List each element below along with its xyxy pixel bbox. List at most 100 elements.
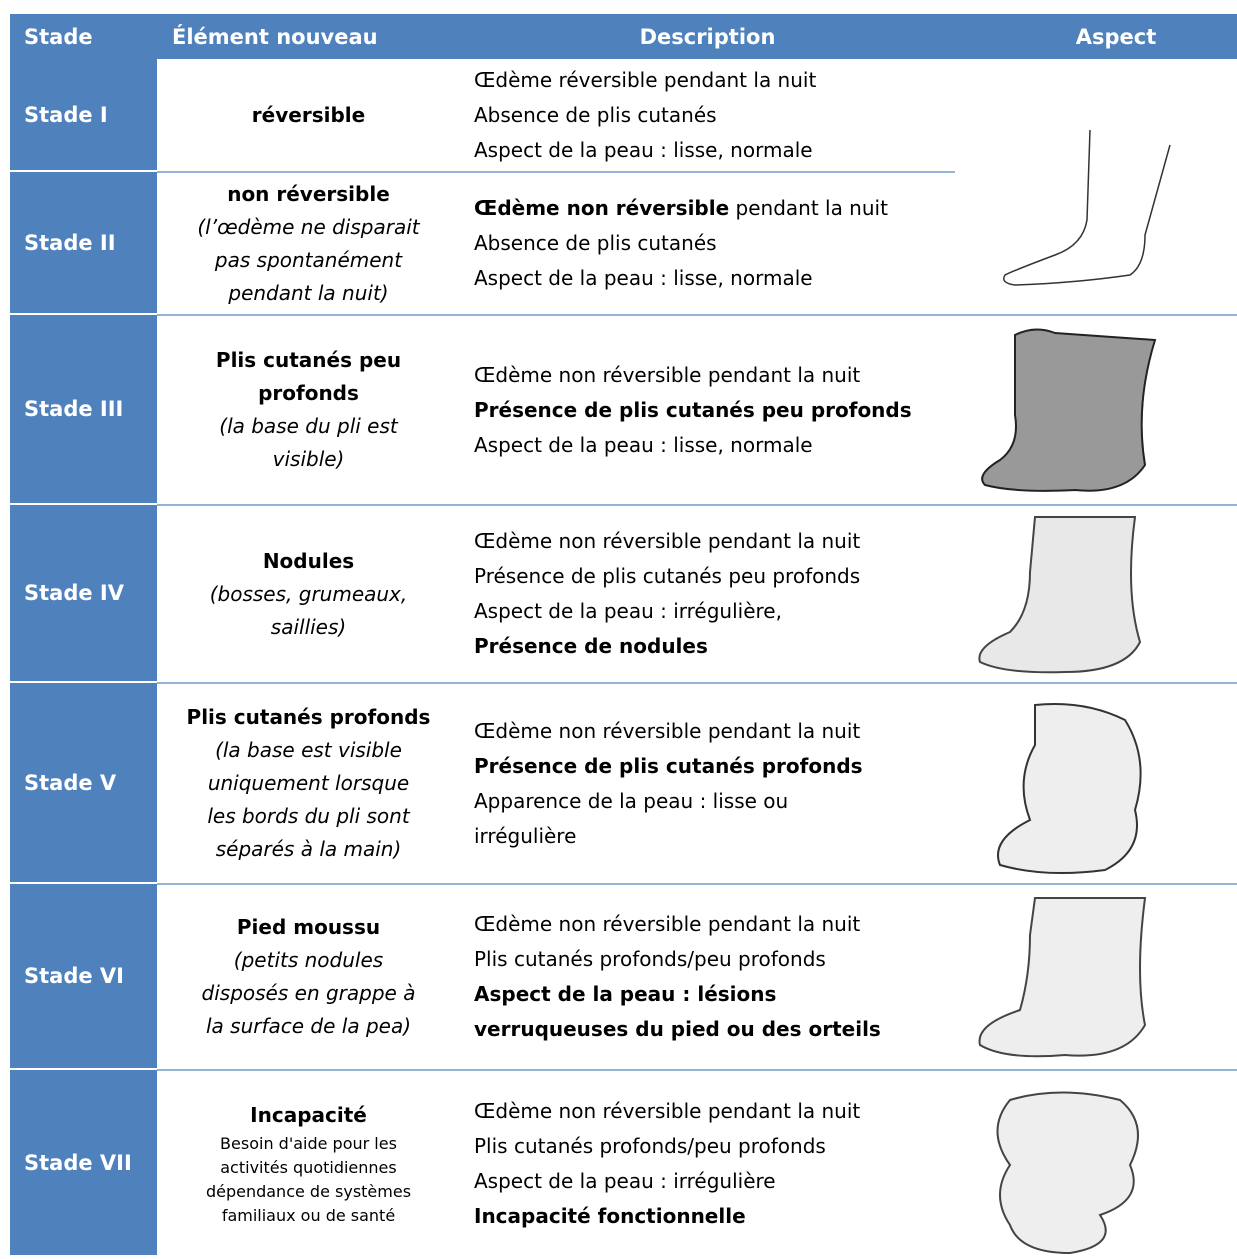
stage-label: Stade V	[24, 770, 117, 795]
header-cell: Élément nouveau	[157, 14, 460, 59]
element-subtitle: (bosses, grumeaux,	[209, 581, 408, 606]
element-subtitle: les bords du pli sont	[207, 804, 410, 828]
stage-cell: Stade VI	[10, 884, 157, 1070]
row-separator	[157, 171, 955, 173]
description-text: Plis cutanés profonds/peu profonds	[474, 947, 826, 971]
description-line: Aspect de la peau : lisse, normale	[474, 261, 955, 296]
description-cell: Œdème réversible pendant la nuit Absence …	[460, 59, 955, 172]
description-line: Plis cutanés profonds/peu profonds	[474, 1129, 955, 1164]
description-text: Absence de plis cutanés	[474, 103, 717, 127]
element-subtitle: (l’œdème ne disparait	[197, 214, 420, 239]
stage-cell: Stade V	[10, 683, 157, 884]
stage-cell: Stade VII	[10, 1070, 157, 1257]
element-subtitle: séparés à la main)	[215, 837, 402, 861]
element-cell: Incapacité Besoin d'aide pour les activité…	[157, 1070, 460, 1257]
description-cell: Œdème non réversible pendant la nuit Plis…	[460, 884, 955, 1070]
description-line: Aspect de la peau : lisse, normale	[474, 428, 955, 463]
description-line: Aspect de la peau : lésions	[474, 977, 955, 1012]
element-subtitle: disposés en grappe à	[201, 981, 416, 1005]
element-subtitle: la surface de la pea)	[205, 1014, 412, 1038]
element-subtitle: (la base est visible	[215, 738, 402, 762]
foot-illustration	[1003, 129, 1171, 286]
description-line: Présence de plis cutanés peu profonds	[474, 393, 955, 428]
description-line: Œdème réversible pendant la nuit	[474, 63, 955, 98]
row-separator	[157, 883, 1237, 885]
element-cell: Pied moussu (petits nodules disposés en gr…	[157, 884, 460, 1070]
description-text: Œdème non réversible	[474, 196, 730, 220]
element-title: Nodules	[262, 548, 355, 573]
element-note: dépendance de systèmes	[205, 1182, 412, 1201]
description-text: Œdème réversible pendant la nuit	[474, 68, 817, 92]
description-line: Œdème non réversible pendant la nuit	[474, 358, 955, 393]
element-cell: Plis cutanés peu profonds (la base du pli …	[157, 315, 460, 505]
description-text: irrégulière	[474, 823, 577, 848]
stage-cell: Stade II	[10, 172, 157, 315]
element-cell: Nodules (bosses, grumeaux, saillies)	[157, 505, 460, 683]
header-text: Aspect	[1075, 24, 1157, 49]
description-line: irrégulière	[474, 819, 955, 854]
element-title: profonds	[258, 381, 359, 405]
description-line: Aspect de la peau : lisse, normale	[474, 133, 955, 168]
stage-label: Stade I	[24, 102, 108, 127]
description-text: pendant la nuit	[729, 196, 888, 220]
description-line: Présence de nodules	[474, 629, 955, 664]
description-cell: Œdème non réversible pendant la nuit Prés…	[460, 505, 955, 683]
element-subtitle: pendant la nuit)	[228, 280, 389, 305]
description-text: Aspect de la peau : lisse, normale	[474, 138, 813, 162]
description-line: Œdème non réversible pendant la nuit	[474, 1094, 955, 1129]
element-subtitle: pas spontanément	[214, 247, 403, 272]
description-text: Apparence de la peau : lisse ou	[474, 788, 789, 813]
element-title: Incapacité	[250, 1103, 367, 1127]
description-text: Œdème non réversible pendant la nuit	[474, 718, 861, 743]
element-title: Plis cutanés peu	[215, 348, 402, 372]
description-text: Présence de plis cutanés peu profonds	[474, 564, 861, 588]
element-subtitle: saillies)	[270, 614, 347, 639]
description-line: Œdème non réversible pendant la nuit	[474, 907, 955, 942]
foot-illustration	[997, 703, 1142, 875]
element-cell: réversible	[157, 59, 460, 172]
description-text: Œdème non réversible pendant la nuit	[474, 362, 861, 387]
element-subtitle: (petits nodules	[233, 948, 384, 972]
description-text: Œdème non réversible pendant la nuit	[474, 912, 861, 936]
stage-label: Stade III	[24, 397, 124, 421]
description-line: verruqueuses du pied ou des orteils	[474, 1012, 955, 1047]
element-cell: non réversible (l’œdème ne disparait pas s…	[157, 172, 460, 315]
stage-label: Stade VII	[24, 1150, 132, 1175]
description-line: Plis cutanés profonds/peu profonds	[474, 942, 955, 977]
element-cell: Plis cutanés profonds (la base est visibl…	[157, 683, 460, 884]
description-text: Plis cutanés profonds/peu profonds	[474, 1133, 826, 1158]
element-title: non réversible	[227, 181, 390, 206]
description-text: Aspect de la peau : lisse, normale	[474, 432, 813, 457]
stage-cell: Stade I	[10, 59, 157, 172]
element-title: Plis cutanés profonds	[186, 705, 431, 729]
stage-label: Stade IV	[24, 581, 124, 605]
description-line: Apparence de la peau : lisse ou	[474, 784, 955, 819]
description-cell: Œdème non réversible pendant la nuit Prés…	[460, 315, 955, 505]
description-line: Œdème non réversible pendant la nuit	[474, 524, 955, 559]
description-line: Absence de plis cutanés	[474, 98, 955, 133]
description-line: Œdème non réversible pendant la nuit	[474, 191, 955, 226]
foot-illustration	[981, 328, 1157, 492]
description-line: Présence de plis cutanés profonds	[474, 749, 955, 784]
description-line: Aspect de la peau : irrégulière	[474, 1164, 955, 1199]
description-line: Œdème non réversible pendant la nuit	[474, 714, 955, 749]
description-text: Aspect de la peau : irrégulière,	[474, 599, 782, 623]
description-text: Aspect de la peau : irrégulière	[474, 1168, 776, 1193]
foot-illustration	[978, 897, 1147, 1058]
stage-cell: Stade IV	[10, 505, 157, 683]
description-text: Aspect de la peau : lisse, normale	[474, 266, 813, 290]
header-cell: Stade	[10, 14, 157, 59]
element-title: Pied moussu	[236, 915, 381, 939]
stage-label: Stade II	[24, 230, 116, 255]
description-text: Présence de plis cutanés peu profonds	[474, 397, 912, 422]
description-cell: Œdème non réversible pendant la nuit Abse…	[460, 172, 955, 315]
description-text: Présence de plis cutanés profonds	[474, 753, 863, 778]
stage-label: Stade VI	[24, 964, 124, 988]
description-text: Incapacité fonctionnelle	[474, 1203, 746, 1228]
row-separator	[157, 504, 1237, 506]
row-separator	[157, 314, 1237, 316]
header-text: Description	[639, 24, 776, 49]
description-text: Œdème non réversible pendant la nuit	[474, 1098, 861, 1123]
header-text: Élément nouveau	[172, 24, 378, 49]
